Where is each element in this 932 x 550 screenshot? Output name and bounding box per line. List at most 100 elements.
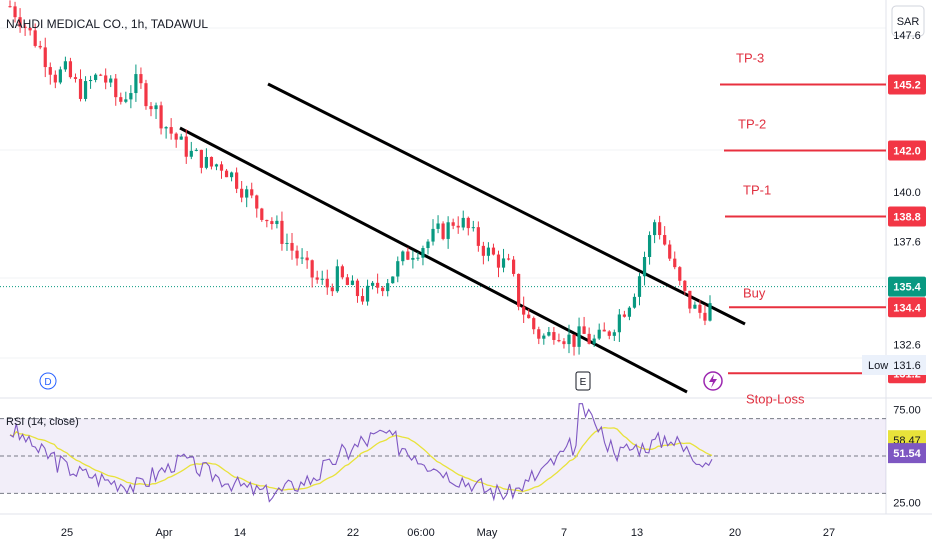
candle <box>597 329 601 339</box>
candle <box>219 164 224 171</box>
time-tick-label: 27 <box>823 527 835 539</box>
candle <box>245 189 249 198</box>
candle <box>547 332 551 336</box>
candle <box>255 195 259 209</box>
candle <box>345 277 350 285</box>
chart-title: NAHDI MEDICAL CO., 1h, TADAWUL <box>6 17 208 31</box>
candle <box>381 287 385 292</box>
candle <box>119 97 123 102</box>
candle <box>411 257 415 260</box>
rsi-ma-line <box>9 426 713 493</box>
candle <box>511 259 516 274</box>
candle <box>94 74 98 80</box>
candle <box>506 258 511 260</box>
candle <box>501 258 506 268</box>
candle <box>295 250 299 259</box>
candle <box>683 280 687 291</box>
candle <box>653 222 657 236</box>
candle <box>376 282 380 288</box>
candle <box>592 338 596 344</box>
candle <box>305 257 309 261</box>
candle <box>320 278 324 280</box>
candle <box>184 136 188 157</box>
candle <box>68 61 73 78</box>
channel-upper-line[interactable] <box>267 82 746 326</box>
level-badge-text-buy: 134.4 <box>893 302 921 314</box>
candle <box>73 77 78 79</box>
dividend-marker[interactable] <box>39 372 57 390</box>
candle <box>693 304 697 309</box>
candle <box>637 276 642 297</box>
candle <box>28 27 32 31</box>
candle <box>461 217 465 228</box>
candle <box>673 258 677 268</box>
candle <box>471 227 475 229</box>
candle <box>169 127 173 134</box>
price-tick-label: 137.6 <box>893 236 921 248</box>
candle <box>658 222 662 236</box>
candle <box>370 282 375 286</box>
candle <box>386 283 390 292</box>
candle <box>517 273 521 307</box>
candle <box>164 127 168 129</box>
candle <box>23 26 27 28</box>
earnings-marker[interactable] <box>575 371 591 391</box>
candle <box>365 285 370 302</box>
time-tick-label: Apr <box>155 527 172 539</box>
candle <box>104 75 108 83</box>
candle <box>456 225 460 228</box>
low-marker-label: Low <box>868 360 888 372</box>
candle <box>698 304 702 313</box>
time-tick-label: 7 <box>561 527 567 539</box>
candle <box>688 290 692 309</box>
candle <box>235 172 239 189</box>
lightning-icon <box>709 374 717 388</box>
candle <box>189 150 193 157</box>
candle <box>109 78 113 83</box>
price-tick-label: 140.0 <box>893 187 921 199</box>
level-badge-tp-1 <box>888 206 926 227</box>
candle <box>562 341 566 345</box>
candle <box>149 106 153 110</box>
candle <box>134 74 138 94</box>
candle <box>441 223 445 239</box>
level-label-tp-2: TP-2 <box>738 117 766 132</box>
candles <box>8 0 712 356</box>
candle <box>13 6 17 18</box>
candle <box>315 277 319 280</box>
level-badge-tp-3 <box>888 74 926 95</box>
candle <box>124 99 128 102</box>
trade-levels: TP-3 145.2 TP-2 142.0 TP-1 138.8 Buy 134.4 Stop-… <box>720 51 926 406</box>
level-badge-text-tp-1: 138.8 <box>893 212 921 224</box>
candle <box>632 296 637 308</box>
candle <box>330 287 334 292</box>
candle <box>209 156 214 167</box>
candle <box>486 247 491 256</box>
candle <box>527 314 531 319</box>
candle <box>270 221 274 225</box>
level-label-tp-1: TP-1 <box>743 183 771 198</box>
candle <box>602 329 606 332</box>
candle <box>466 217 470 229</box>
candle <box>63 61 67 70</box>
candle <box>194 149 198 151</box>
candle <box>708 303 712 321</box>
currency-button[interactable] <box>891 5 925 37</box>
time-tick-label: 22 <box>347 527 359 539</box>
channel-lower-line[interactable] <box>179 126 688 394</box>
time-tick-label: 13 <box>631 527 643 539</box>
candle <box>33 30 37 46</box>
candle <box>240 188 244 198</box>
candle <box>426 241 430 249</box>
candle <box>582 326 586 334</box>
low-marker-value: 131.6 <box>893 360 921 372</box>
price-tick-label: 132.6 <box>893 339 921 351</box>
rsi-tick-label: 75.00 <box>893 404 921 416</box>
candle <box>552 332 556 340</box>
time-axis: 25 Apr 14 22 06:00 May 7 13 20 27 <box>61 527 835 539</box>
candle <box>678 267 682 281</box>
candle <box>290 242 294 251</box>
candle <box>360 296 365 302</box>
candle <box>587 333 591 344</box>
